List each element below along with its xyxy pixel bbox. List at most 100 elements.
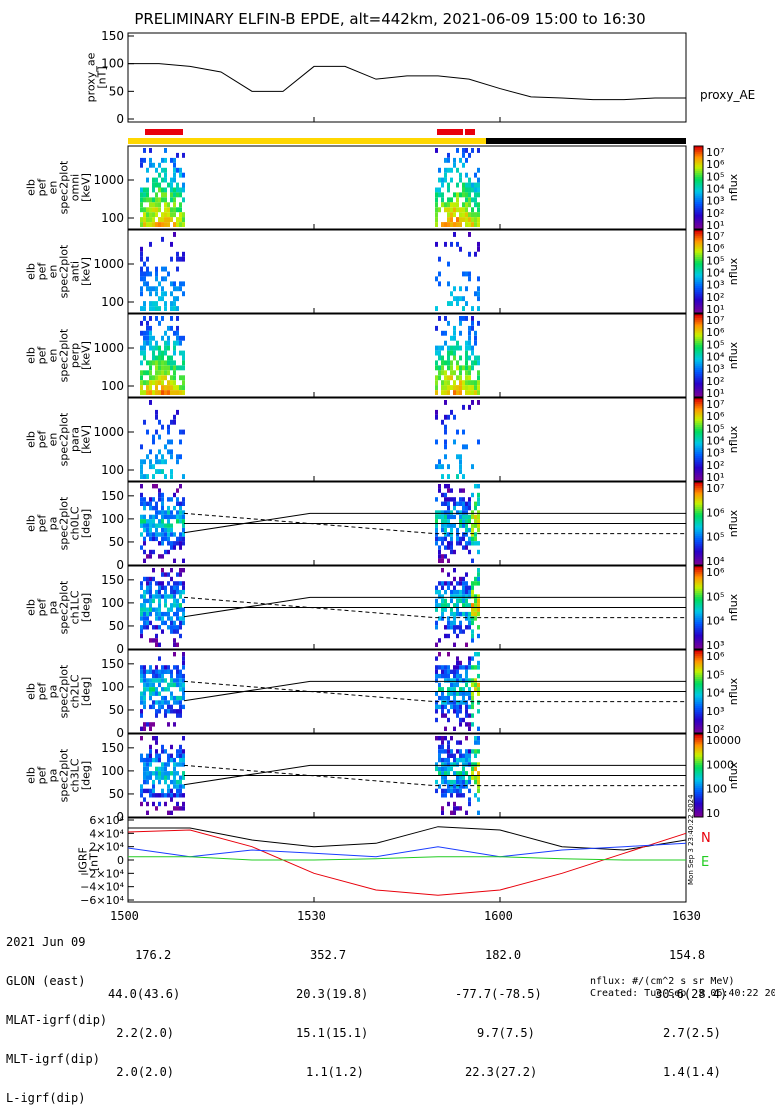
heatmap-cell — [453, 700, 456, 705]
heatmap-cell — [450, 691, 453, 696]
heatmap-cell — [167, 505, 170, 511]
proxy-ae-ytick-label: 0 — [116, 112, 124, 126]
heatmap-cell — [435, 510, 438, 515]
heatmap-cell — [146, 585, 149, 590]
heatmap-cell — [441, 740, 444, 745]
heatmap-cell — [155, 625, 158, 630]
colorbar-strip — [694, 566, 703, 569]
heatmap-cell — [176, 541, 179, 546]
colorbar-strip — [694, 435, 703, 438]
heatmap-cell — [438, 616, 441, 621]
colorbar-strip — [694, 560, 703, 564]
heatmap-cell — [167, 762, 170, 767]
heatmap-cell — [182, 558, 185, 563]
outer-zone-bar — [486, 138, 686, 144]
heatmap-cell — [176, 665, 179, 670]
heatmap-cell — [441, 568, 444, 573]
colorbar-strip — [694, 498, 703, 502]
heatmap-cell — [447, 197, 450, 203]
heatmap-cell — [164, 345, 167, 351]
igrf-ytick-label: 4×10⁴ — [89, 827, 124, 840]
heatmap-cell — [140, 497, 143, 502]
heatmap-cell — [176, 330, 179, 336]
heatmap-cell — [474, 172, 477, 178]
heatmap-cell — [435, 527, 438, 533]
heatmap-cell — [468, 589, 471, 595]
heatmap-cell — [450, 365, 453, 371]
heatmap-cell — [140, 532, 143, 537]
heatmap-cell — [146, 527, 149, 533]
heatmap-cell — [441, 197, 444, 203]
heatmap-cell — [459, 620, 462, 626]
heatmap-cell — [456, 365, 459, 371]
heatmap-cell — [444, 633, 447, 639]
heatmap-cell — [170, 316, 173, 321]
heatmap-cell — [477, 296, 480, 302]
heatmap-cell — [146, 554, 149, 559]
heatmap-cell — [468, 370, 471, 376]
heatmap-cell — [152, 484, 155, 489]
heatmap-cell — [435, 766, 438, 772]
heatmap-cell — [167, 360, 170, 366]
heatmap-cell — [447, 762, 450, 767]
heatmap-cell — [474, 519, 477, 524]
heatmap-cell — [170, 197, 173, 203]
colorbar-strip — [694, 290, 703, 293]
colorbar-strip — [694, 773, 703, 776]
heatmap-cell — [477, 527, 480, 533]
heatmap-cell — [158, 419, 161, 425]
heatmap-cell — [456, 536, 459, 542]
colorbar-strip — [694, 548, 703, 551]
colorbar-frame — [693, 313, 704, 398]
heatmap-cell — [459, 740, 462, 745]
heatmap-cell — [459, 523, 462, 528]
colorbar-strip — [694, 150, 703, 153]
heatmap-cell — [164, 340, 167, 346]
heatmap-cell — [474, 222, 477, 227]
colorbar-strip — [694, 326, 703, 329]
heatmap-cell — [179, 172, 182, 178]
heatmap-cell — [441, 492, 444, 498]
heatmap-cell — [453, 771, 456, 776]
heatmap-cell — [179, 505, 182, 511]
heatmap-cell — [477, 749, 480, 754]
heatmap-cell — [158, 360, 161, 366]
heatmap-cell — [450, 549, 453, 555]
heatmap-cell — [438, 256, 441, 262]
heatmap-cell — [170, 514, 173, 520]
heatmap-cell — [435, 276, 438, 282]
heatmap-cell — [161, 501, 164, 506]
heatmap-cell — [164, 603, 167, 608]
heatmap-cell — [447, 510, 450, 515]
heatmap-cell — [149, 753, 152, 758]
heatmap-cell — [155, 212, 158, 218]
heatmap-cell — [155, 276, 158, 282]
colorbar-tick-label: 10² — [706, 291, 724, 304]
heatmap-cell — [465, 527, 468, 533]
heatmap-cell — [170, 771, 173, 776]
heatmap-cell — [152, 722, 155, 727]
heatmap-cell — [471, 197, 474, 203]
heatmap-cell — [152, 286, 155, 292]
heatmap-cell — [477, 611, 480, 617]
heatmap-cell — [444, 241, 447, 247]
heatmap-cell — [158, 585, 161, 590]
heatmap-cell — [444, 177, 447, 183]
heatmap-cell — [149, 222, 152, 227]
heatmap-cell — [477, 775, 480, 780]
colorbar-strip — [694, 554, 703, 558]
heatmap-cell — [444, 523, 447, 528]
colorbar-strip — [694, 716, 703, 719]
heatmap-cell — [158, 492, 161, 498]
heatmap-cell — [173, 281, 176, 287]
heatmap-cell — [477, 246, 480, 252]
heatmap-cell — [158, 306, 161, 311]
heatmap-cell — [462, 532, 465, 537]
heatmap-cell — [179, 704, 182, 710]
heatmap-cell — [450, 536, 453, 542]
heatmap-cell — [146, 281, 149, 287]
heatmap-cell — [435, 222, 438, 227]
heatmap-cell — [170, 390, 173, 395]
footer-time-tick-1530: 1530 — [297, 909, 326, 923]
